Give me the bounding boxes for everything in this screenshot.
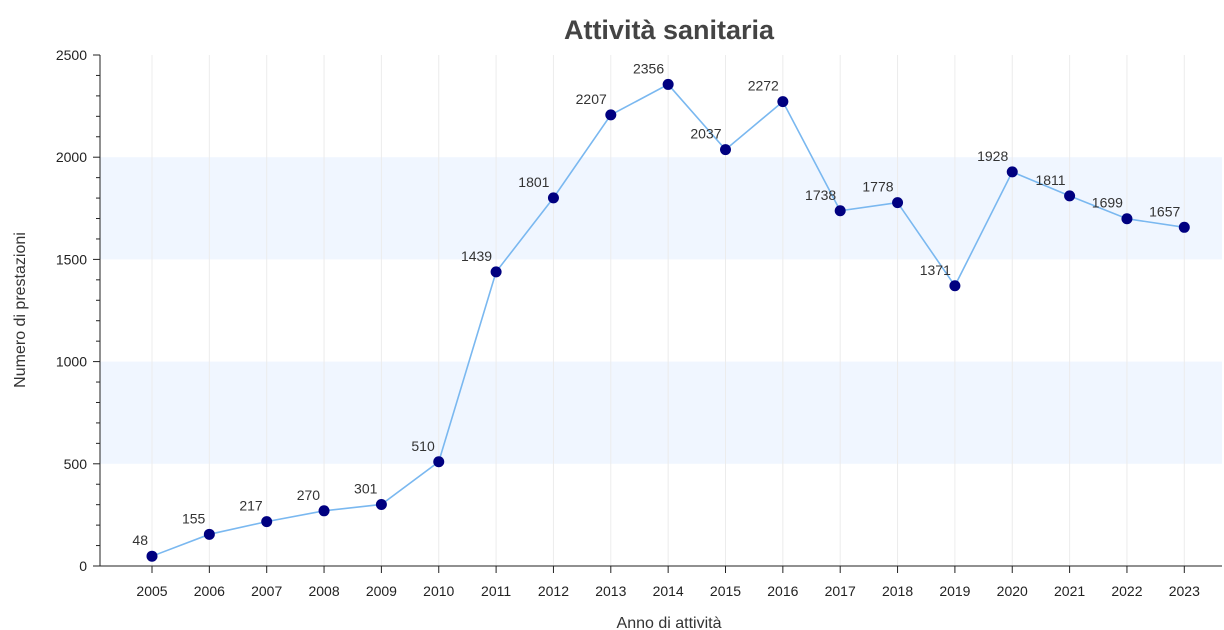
data-label: 1657 [1149,203,1180,219]
data-label: 301 [354,480,378,496]
x-tick-label: 2005 [136,583,167,599]
x-axis-title: Anno di attività [617,615,722,630]
x-tick-label: 2012 [538,583,569,599]
data-point [375,498,387,510]
x-tick-label: 2019 [939,583,970,599]
x-tick-label: 2007 [251,583,282,599]
data-point [547,192,559,204]
data-label: 270 [297,487,321,503]
data-label: 1811 [1035,172,1065,188]
data-point [1064,190,1076,202]
data-point [1006,166,1018,178]
x-ticks: 2005 2006 2007 2008 2009 2010 2011 2012 2013 2014… [136,566,1200,599]
data-point [318,505,330,517]
y-ticks: 0 500 1000 1500 2000 2500 [56,47,100,574]
data-points [146,78,1190,562]
data-point [1121,213,1133,225]
y-tick-label: 500 [64,456,88,472]
x-tick-label: 2009 [366,583,397,599]
x-tick-label: 2010 [423,583,454,599]
x-tick-label: 2014 [653,583,684,599]
data-point [1178,221,1190,233]
data-point [777,96,789,108]
data-label: 1738 [805,187,836,203]
background-band [100,361,1222,464]
x-tick-label: 2020 [997,583,1028,599]
data-label: 217 [239,498,263,514]
x-tick-label: 2016 [767,583,798,599]
data-point [605,109,617,121]
vertical-gridlines [151,55,1185,566]
x-tick-label: 2008 [308,583,339,599]
data-point [949,280,961,292]
x-tick-label: 2015 [710,583,741,599]
x-tick-label: 2018 [882,583,913,599]
data-label: 1439 [461,248,492,264]
data-point [146,550,158,562]
data-point [261,516,273,528]
x-tick-label: 2006 [194,583,225,599]
data-label: 48 [132,532,148,548]
data-label: 1699 [1092,195,1123,211]
data-label: 2356 [633,60,664,76]
data-label: 510 [411,438,435,454]
data-label: 155 [182,510,206,526]
y-tick-label: 1500 [56,251,87,267]
data-label: 1801 [518,174,549,190]
background-bands [100,157,1222,464]
x-tick-label: 2021 [1054,583,1085,599]
data-point [834,205,846,217]
data-label: 2037 [690,126,721,142]
data-point [720,144,731,156]
data-point [892,197,904,209]
x-tick-label: 2023 [1169,583,1200,599]
data-label: 1928 [977,148,1008,164]
x-tick-label: 2017 [825,583,856,599]
data-label: 1371 [920,262,951,278]
axes [99,55,1222,567]
data-point [662,78,674,90]
y-tick-label: 1000 [56,354,87,370]
y-tick-label: 0 [79,558,87,574]
data-labels: 48 155 217 270 301 510 1439 1801 2207 2356 2037 227… [132,60,1180,548]
chart-title: Attività sanitaria [564,15,775,45]
y-tick-label: 2000 [56,149,87,165]
data-label: 1778 [862,179,893,195]
y-axis-title: Numero di prestazioni [12,232,29,388]
data-point [203,528,215,540]
x-tick-label: 2013 [595,583,626,599]
data-point [433,456,445,468]
x-tick-label: 2011 [481,583,511,599]
data-label: 2207 [576,91,607,107]
y-tick-label: 2500 [56,47,87,63]
x-tick-label: 2022 [1111,583,1142,599]
background-band [100,157,1222,260]
data-label: 2272 [748,78,779,94]
data-point [490,266,502,278]
